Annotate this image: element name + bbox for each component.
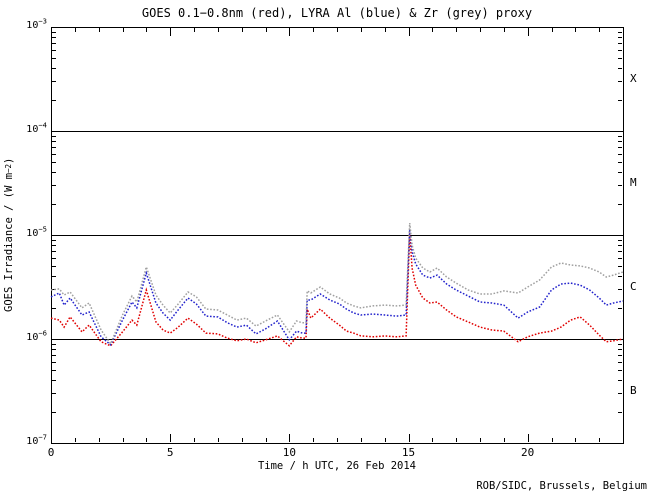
chart-title: GOES 0.1−0.8nm (red), LYRA Al (blue) & Z… bbox=[141, 6, 533, 20]
flare-class-label-b: B bbox=[630, 384, 637, 397]
y-tick-label: 10−4 bbox=[26, 120, 47, 135]
y-tick-label: 10−6 bbox=[26, 328, 47, 343]
x-axis-label: Time / h UTC, 26 Feb 2014 bbox=[257, 460, 417, 472]
x-tick-label: 0 bbox=[47, 446, 55, 459]
x-tick-label: 15 bbox=[401, 446, 416, 459]
y-tick-label: 10−5 bbox=[26, 224, 47, 239]
flare-class-label-c: C bbox=[630, 280, 637, 293]
x-tick-label: 20 bbox=[521, 446, 535, 459]
flare-class-label-m: M bbox=[630, 176, 637, 189]
x-tick-label: 5 bbox=[166, 446, 174, 459]
series-lyra-al-proxy bbox=[50, 229, 624, 346]
series-lyra-zr-proxy bbox=[50, 223, 624, 346]
credit-text: ROB/SIDC, Brussels, Belgium bbox=[476, 480, 647, 492]
y-tick-label: 10−7 bbox=[26, 432, 47, 447]
y-tick-label: 10−3 bbox=[26, 16, 47, 31]
x-tick-label: 10 bbox=[282, 446, 296, 459]
flare-class-label-x: X bbox=[630, 72, 637, 85]
series-goes-0-1-0-8nm bbox=[50, 233, 624, 347]
